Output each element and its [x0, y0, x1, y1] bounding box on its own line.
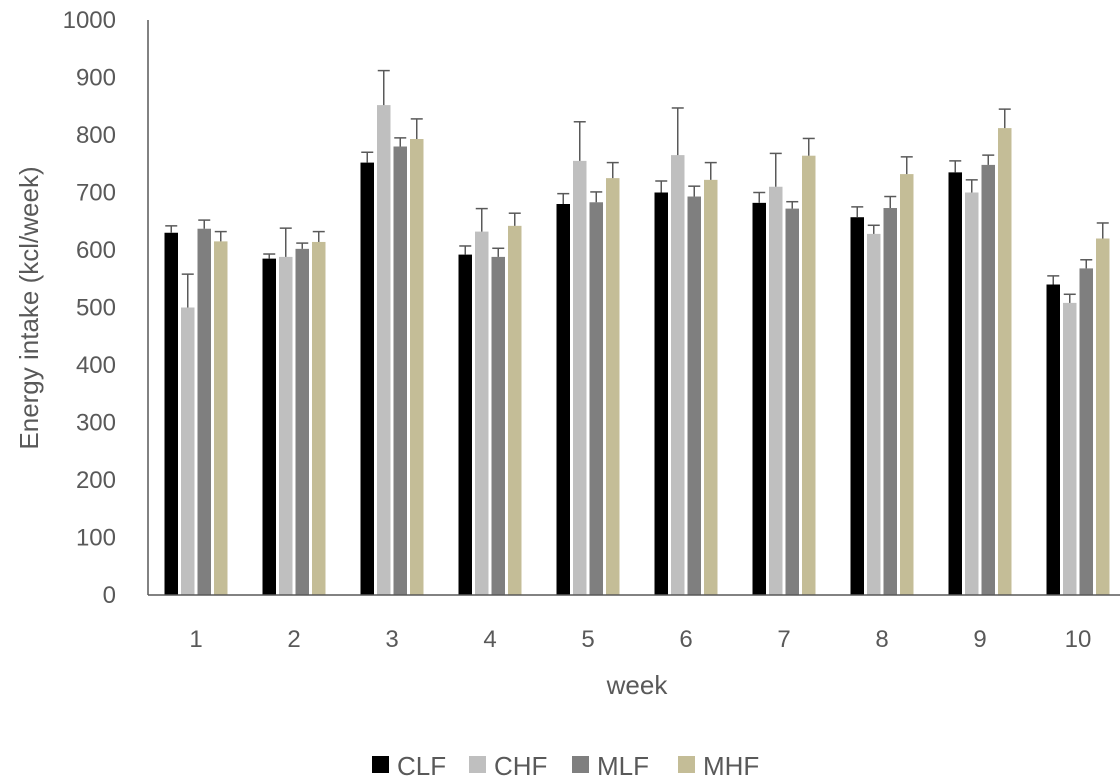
bar-mlf-week-9 [981, 164, 995, 595]
y-tick-label: 0 [103, 582, 116, 609]
bar-mlf-week-5 [589, 202, 603, 595]
y-tick-label: 700 [76, 180, 116, 207]
bar-chf-week-9 [965, 192, 979, 595]
y-tick-label: 600 [76, 237, 116, 264]
bar-mhf-week-8 [900, 174, 914, 595]
bar-mhf-week-7 [802, 155, 816, 595]
x-tick-label: 1 [189, 626, 202, 653]
legend-item-mhf: MHF [678, 751, 759, 781]
bar-chf-week-7 [769, 186, 783, 595]
bar-clf-week-4 [458, 254, 472, 595]
bar-mlf-week-6 [687, 196, 701, 595]
x-tick-label: 8 [875, 626, 888, 653]
bar-mhf-week-1 [214, 241, 228, 595]
x-tick-label: 10 [1065, 626, 1092, 653]
legend-swatch [678, 756, 695, 773]
y-tick-labels: 0 100 200 300 400 500 600 700 800 900 1000 [63, 7, 116, 609]
bar-chf-week-3 [377, 105, 391, 595]
x-tick-label: 7 [777, 626, 790, 653]
x-tick-label: 4 [483, 626, 496, 653]
y-tick-label: 800 [76, 122, 116, 149]
bar-mlf-week-1 [197, 228, 211, 595]
bar-mhf-week-3 [410, 139, 424, 595]
x-tick-label: 6 [679, 626, 692, 653]
legend-swatch [572, 756, 589, 773]
bar-clf-week-3 [360, 162, 374, 595]
error-bars [165, 69, 1109, 308]
legend-item-mlf: MLF [572, 751, 649, 781]
bar-clf-week-8 [850, 217, 864, 595]
bar-chf-week-2 [279, 256, 293, 595]
bar-mlf-week-4 [491, 256, 505, 595]
y-tick-label: 300 [76, 410, 116, 437]
bar-mhf-week-5 [606, 178, 620, 595]
bar-mhf-week-4 [508, 225, 522, 595]
bar-mhf-week-9 [998, 128, 1012, 595]
bar-chf-week-1 [181, 307, 195, 595]
legend-label: CHF [494, 751, 547, 781]
bar-mhf-week-10 [1096, 238, 1110, 595]
legend-label: MHF [703, 751, 759, 781]
bar-clf-week-6 [654, 192, 668, 595]
bar-clf-week-1 [164, 232, 178, 595]
x-tick-labels: 1 2 3 4 5 6 7 8 9 10 [189, 626, 1091, 653]
bar-chf-week-5 [573, 160, 587, 595]
x-tick-label: 5 [581, 626, 594, 653]
y-tick-label: 400 [76, 352, 116, 379]
y-tick-label: 500 [76, 295, 116, 322]
legend-item-clf: CLF [372, 751, 446, 781]
legend-swatch [469, 756, 486, 773]
y-tick-label: 1000 [63, 7, 116, 34]
bar-mlf-week-3 [393, 146, 407, 595]
legend-label: CLF [397, 751, 446, 781]
bar-clf-week-5 [556, 204, 570, 595]
bar-mlf-week-8 [883, 208, 897, 595]
bar-mlf-week-10 [1079, 268, 1093, 595]
bar-chf-week-6 [671, 155, 685, 595]
bar-chf-week-10 [1063, 302, 1077, 595]
bar-clf-week-2 [262, 258, 276, 595]
y-tick-label: 100 [76, 525, 116, 552]
bar-chf-week-4 [475, 231, 489, 595]
bar-clf-week-9 [948, 172, 962, 595]
legend-swatch [372, 756, 389, 773]
bar-mlf-week-7 [785, 208, 799, 595]
legend: CLF CHF MLF MHF [372, 751, 759, 781]
y-tick-label: 900 [76, 65, 116, 92]
legend-label: MLF [597, 751, 649, 781]
y-tick-label: 200 [76, 467, 116, 494]
y-axis-title: Energy intake (kcl/week) [14, 166, 44, 449]
legend-item-chf: CHF [469, 751, 547, 781]
bar-clf-week-7 [752, 202, 766, 595]
bar-clf-week-10 [1046, 284, 1060, 595]
bar-mhf-week-6 [704, 179, 718, 595]
bar-mlf-week-2 [295, 248, 309, 595]
bars [164, 105, 1110, 595]
bar-chf-week-8 [867, 233, 881, 595]
x-tick-label: 2 [287, 626, 300, 653]
x-axis-title: week [606, 670, 669, 700]
x-tick-label: 9 [973, 626, 986, 653]
x-tick-label: 3 [385, 626, 398, 653]
bar-mhf-week-2 [312, 241, 326, 595]
